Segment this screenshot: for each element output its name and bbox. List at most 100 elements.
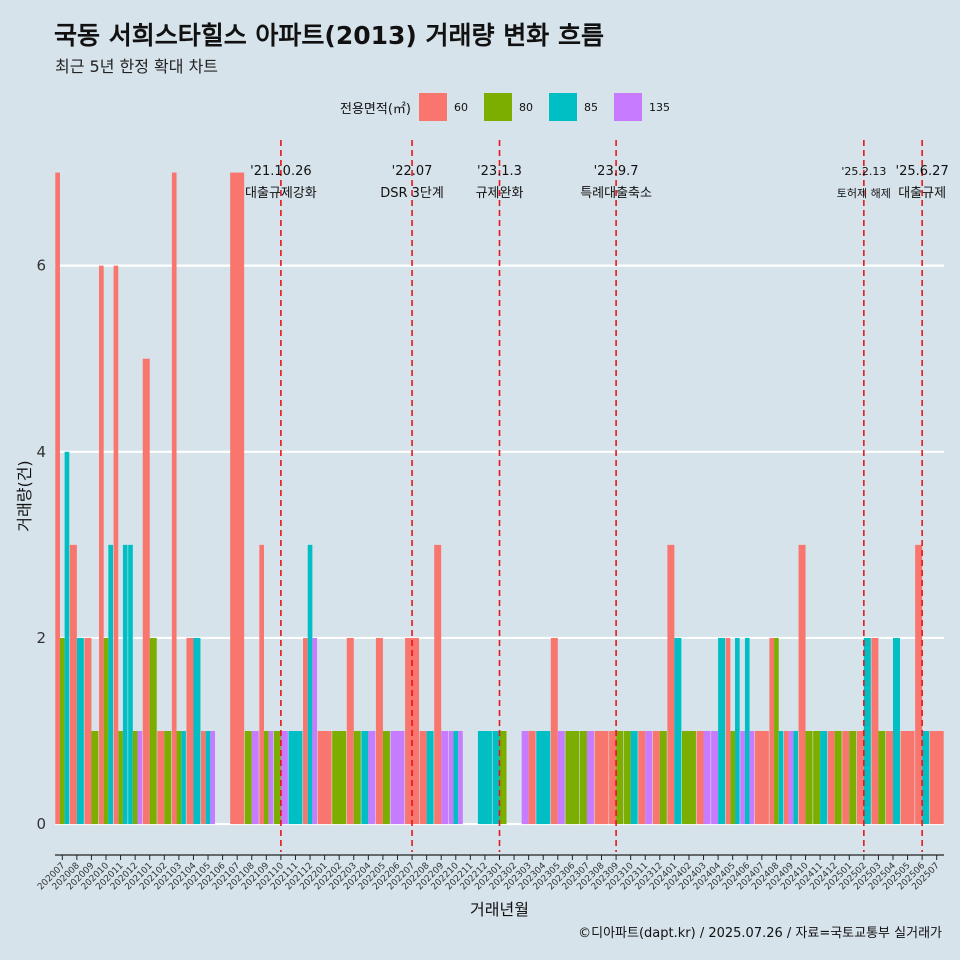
bar-202409-135-1 [788, 731, 794, 825]
bar-202101-80-1 [149, 637, 157, 825]
bar-202305-135-1 [557, 731, 565, 825]
event-label-202502: 토허제 해제 [837, 186, 891, 200]
legend-title: 전용면적(㎡) [340, 101, 411, 117]
bar-202404-135-0 [711, 731, 719, 825]
chart-title: 국동 서희스타힐스 아파트(2013) 거래량 변화 흐름 [54, 21, 604, 50]
y-tick-label-4: 4 [36, 443, 46, 461]
bar-202409-60-0 [783, 731, 789, 825]
legend-swatch-85 [548, 93, 577, 121]
legend-swatch-135 [613, 93, 642, 121]
bar-202111-85-0 [288, 731, 303, 825]
bar-202404-85-1 [718, 637, 726, 825]
legend-item-80: 80 [483, 93, 547, 121]
bar-202410-60-0 [798, 544, 806, 825]
bar-202105-85-1 [205, 731, 211, 825]
bar-202205-80-1 [382, 731, 390, 825]
bar-202112-85-1 [307, 544, 313, 825]
bar-202011-60-0 [113, 265, 119, 825]
bar-202408-85-2 [778, 731, 784, 825]
event-label-202506: 대출규제 [898, 186, 946, 201]
bar-202405-80-1 [730, 731, 736, 825]
bar-202212-85-0 [477, 731, 492, 825]
bar-202410-80-1 [805, 731, 813, 825]
bar-202401-60-0 [667, 544, 675, 825]
bar-202408-60-0 [769, 637, 775, 825]
bar-202506-60-0 [915, 544, 923, 825]
bar-202109-60-0 [259, 544, 264, 825]
bar-202406-85-1 [744, 637, 750, 825]
legend-item-60: 60 [418, 93, 482, 121]
legend-label-80: 80 [518, 100, 533, 114]
bar-202403-135-1 [703, 731, 711, 825]
bar-202501-80-1 [849, 731, 857, 825]
bar-202103-60-0 [171, 172, 177, 825]
event-label-202309: 특례대출축소 [580, 186, 652, 201]
bar-202504-60-0 [885, 731, 893, 825]
legend-item-85: 85 [548, 93, 612, 121]
source-credit: ©디아파트(dapt.kr) / 2025.07.26 / 자료=국토교통부 실… [578, 926, 942, 941]
bar-202112-60-0 [303, 637, 308, 825]
event-label-202301: 규제완화 [476, 186, 524, 201]
bar-202102-80-1 [164, 731, 172, 825]
bar-202311-60-0 [638, 731, 646, 825]
bar-202307-135-1 [586, 731, 594, 825]
bar-202108-80-0 [244, 731, 252, 825]
bar-202109-80-1 [263, 731, 269, 825]
bar-202312-80-1 [659, 731, 667, 825]
bar-202206-135-0 [390, 731, 405, 825]
y-axis-title: 거래량(건) [15, 460, 34, 531]
bar-202208-85-1 [426, 731, 434, 825]
bar-202405-85-2 [735, 637, 740, 825]
event-label-202110: 대출규제강화 [245, 186, 317, 201]
bar-202503-80-1 [878, 731, 886, 825]
bar-202202-80-0 [332, 731, 347, 825]
bar-202101-60-0 [142, 358, 150, 825]
bar-202112-135-2 [312, 637, 318, 825]
bar-202502-60-0 [856, 731, 864, 825]
event-date-202309: '23.9.7 [594, 164, 639, 179]
legend-label-60: 60 [453, 100, 468, 114]
bar-202307-80-0 [579, 731, 587, 825]
bar-202012-85-0 [128, 544, 133, 825]
bar-202304-85-0 [536, 731, 551, 825]
event-label-202207: DSR 3단계 [380, 186, 444, 201]
y-tick-label-0: 0 [36, 815, 46, 833]
bar-202505-60-0 [900, 731, 915, 825]
bar-202403-60-0 [696, 731, 704, 825]
bar-202008-85-1 [76, 637, 84, 825]
legend-swatch-60 [418, 93, 447, 121]
bar-202406-135-2 [749, 731, 755, 825]
legend-label-135: 135 [648, 100, 670, 114]
bar-202011-85-2 [122, 544, 128, 825]
chart-subtitle: 최근 5년 한정 확대 차트 [55, 57, 219, 76]
bar-202108-135-1 [251, 731, 259, 825]
bar-202103-85-2 [181, 731, 186, 825]
y-tick-label-2: 2 [36, 629, 46, 647]
bar-202409-85-2 [793, 731, 798, 825]
legend: 전용면적(㎡) 60 80 85 135 [340, 92, 686, 122]
bar-202407-60-0 [754, 731, 769, 825]
event-date-202110: '21.10.26 [250, 164, 311, 179]
bar-202504-85-1 [892, 637, 900, 825]
bar-202301-80-1 [499, 731, 507, 825]
legend-swatch-80 [483, 93, 512, 121]
bar-202210-135-2 [458, 731, 463, 825]
bar-202007-60-0 [55, 172, 60, 825]
bar-202412-80-1 [834, 731, 842, 825]
event-date-202506: '25.6.27 [896, 164, 949, 179]
bar-202205-60-0 [375, 637, 383, 825]
bar-202306-80-0 [565, 731, 580, 825]
event-date-202502: '25.2.13 [841, 165, 886, 178]
bar-202007-85-2 [64, 451, 70, 825]
bar-202203-80-1 [353, 731, 361, 825]
bar-202110-135-1 [280, 731, 288, 825]
bar-202104-60-0 [186, 637, 194, 825]
bar-202503-60-0 [871, 637, 879, 825]
legend-label-85: 85 [583, 100, 598, 114]
bar-202506-85-1 [922, 731, 930, 825]
bar-202103-80-1 [176, 731, 182, 825]
bar-202105-60-0 [201, 731, 206, 825]
bar-202102-60-0 [157, 731, 165, 825]
bar-202204-85-0 [361, 731, 369, 825]
